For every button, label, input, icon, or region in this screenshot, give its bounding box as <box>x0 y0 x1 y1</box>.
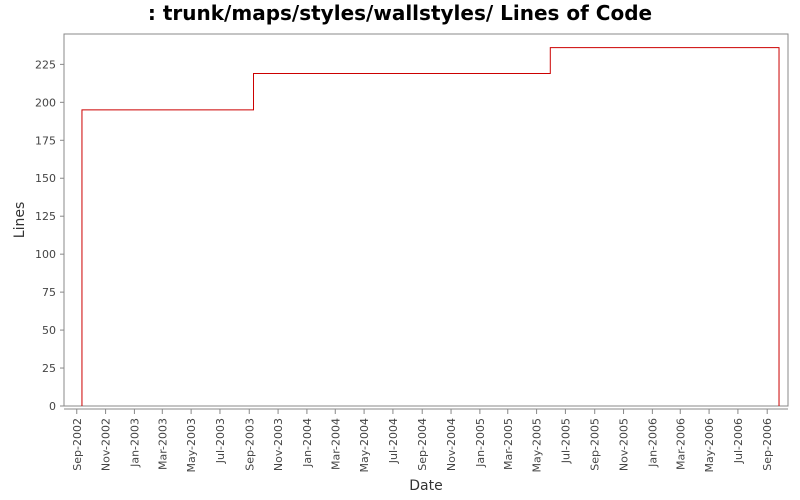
y-axis: 0 25 50 75 100 125 150 175 200 225 <box>35 58 64 413</box>
x-tick-label: Sep-2003 <box>243 418 256 471</box>
x-tick-label: Jan-2006 <box>646 418 659 468</box>
x-tick-label: Sep-2006 <box>761 418 774 471</box>
x-axis-label: Date <box>409 478 442 494</box>
x-tick-label: Mar-2004 <box>329 418 342 470</box>
y-tick-label: 75 <box>42 286 56 299</box>
x-tick-label: May-2005 <box>531 418 544 473</box>
series-line <box>81 47 780 406</box>
x-tick-label: Jan-2003 <box>128 418 141 468</box>
y-tick-label: 0 <box>49 400 56 413</box>
x-tick-label: Mar-2006 <box>674 418 687 470</box>
x-axis: Sep-2002 Nov-2002 Jan-2003 Mar-2003 May-2003… <box>64 408 788 473</box>
x-tick-label: Jan-2004 <box>301 418 314 468</box>
x-tick-label: Nov-2005 <box>618 418 631 471</box>
y-tick-label: 225 <box>35 58 56 71</box>
plot-frame <box>63 33 789 407</box>
y-tick-label: 150 <box>35 172 56 185</box>
x-tick-label: Jul-2003 <box>214 418 227 464</box>
x-tick-label: Sep-2005 <box>589 418 602 471</box>
x-tick-label: May-2004 <box>358 418 371 473</box>
x-tick-label: May-2003 <box>185 418 198 473</box>
y-tick-label: 25 <box>42 362 56 375</box>
chart-title: : trunk/maps/styles/wallstyles/ Lines of… <box>148 1 652 25</box>
plot-area <box>63 33 789 407</box>
x-tick-label: Sep-2002 <box>71 418 84 471</box>
y-tick-label: 100 <box>35 248 56 261</box>
x-tick-label: Mar-2003 <box>156 418 169 470</box>
x-tick-label: Jul-2006 <box>732 418 745 464</box>
x-tick-label: Jul-2005 <box>559 418 572 464</box>
x-tick-label: Sep-2004 <box>416 418 429 471</box>
x-tick-label: May-2006 <box>703 418 716 473</box>
y-tick-label: 200 <box>35 96 56 109</box>
x-tick-label: Jan-2005 <box>474 418 487 468</box>
y-axis-label: Lines <box>12 202 28 238</box>
y-tick-label: 125 <box>35 210 56 223</box>
series-layer <box>81 47 780 406</box>
x-tick-label: Nov-2002 <box>100 418 113 471</box>
y-tick-label: 175 <box>35 134 56 147</box>
y-tick-label: 50 <box>42 324 56 337</box>
x-tick-label: Nov-2004 <box>445 418 458 471</box>
x-tick-label: Mar-2005 <box>502 418 515 470</box>
x-tick-label: Jul-2004 <box>387 418 400 464</box>
x-tick-label: Nov-2003 <box>272 418 285 471</box>
